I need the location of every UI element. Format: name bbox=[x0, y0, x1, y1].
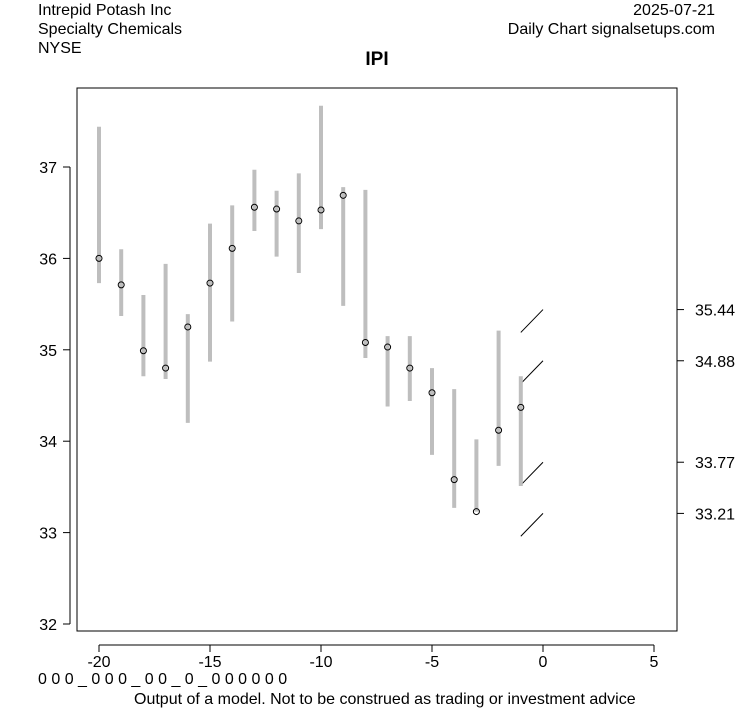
close-point bbox=[184, 323, 192, 331]
x-tick-label: -15 bbox=[198, 654, 221, 671]
chart-title: IPI bbox=[365, 49, 388, 70]
level-label: 34.88 bbox=[695, 354, 735, 371]
close-point bbox=[406, 364, 414, 372]
y-tick-label: 33 bbox=[39, 526, 57, 543]
close-point bbox=[117, 281, 125, 289]
level-label: 33.77 bbox=[695, 455, 735, 472]
close-point bbox=[450, 476, 458, 484]
signal-row: 0 0 0 _ 0 0 0 _ 0 0 _ 0 _ 0 0 0 0 0 0 bbox=[38, 671, 288, 688]
x-tick-label: 0 bbox=[539, 654, 548, 671]
chart-source: Daily Chart signalsetups.com bbox=[507, 21, 715, 38]
y-tick-label: 37 bbox=[39, 160, 57, 177]
company-name: Intrepid Potash Inc bbox=[38, 2, 172, 19]
x-tick-label: -20 bbox=[87, 654, 110, 671]
close-point bbox=[472, 508, 480, 516]
y-tick-label: 36 bbox=[39, 251, 57, 268]
close-point bbox=[206, 279, 214, 287]
plot-frame bbox=[76, 87, 678, 632]
close-point bbox=[228, 244, 236, 252]
close-point bbox=[162, 364, 170, 372]
close-point bbox=[495, 426, 503, 434]
sector: Specialty Chemicals bbox=[38, 21, 183, 38]
level-marker bbox=[520, 360, 544, 384]
y-tick-label: 32 bbox=[39, 617, 57, 634]
level-label: 33.21 bbox=[695, 506, 735, 523]
disclaimer: Output of a model. Not to be construed a… bbox=[134, 691, 636, 708]
level-marker bbox=[520, 309, 544, 333]
exchange: NYSE bbox=[38, 40, 82, 57]
x-tick-label: -10 bbox=[309, 654, 332, 671]
x-tick-label: 5 bbox=[650, 654, 659, 671]
x-tick-label: -5 bbox=[425, 654, 439, 671]
close-point bbox=[139, 347, 147, 355]
close-point bbox=[361, 338, 369, 346]
close-point bbox=[317, 206, 325, 214]
y-tick-label: 35 bbox=[39, 343, 57, 360]
close-point bbox=[339, 191, 347, 199]
y-tick-label: 34 bbox=[39, 434, 57, 451]
close-point bbox=[250, 203, 258, 211]
level-marker bbox=[520, 461, 544, 486]
close-point bbox=[384, 343, 392, 351]
level-marker bbox=[520, 513, 544, 537]
close-point bbox=[517, 403, 525, 411]
close-point bbox=[273, 205, 281, 213]
close-point bbox=[428, 389, 436, 397]
level-label: 35.44 bbox=[695, 303, 735, 320]
close-point bbox=[295, 217, 303, 225]
chart-date: 2025-07-21 bbox=[633, 2, 715, 19]
close-point bbox=[95, 254, 103, 262]
